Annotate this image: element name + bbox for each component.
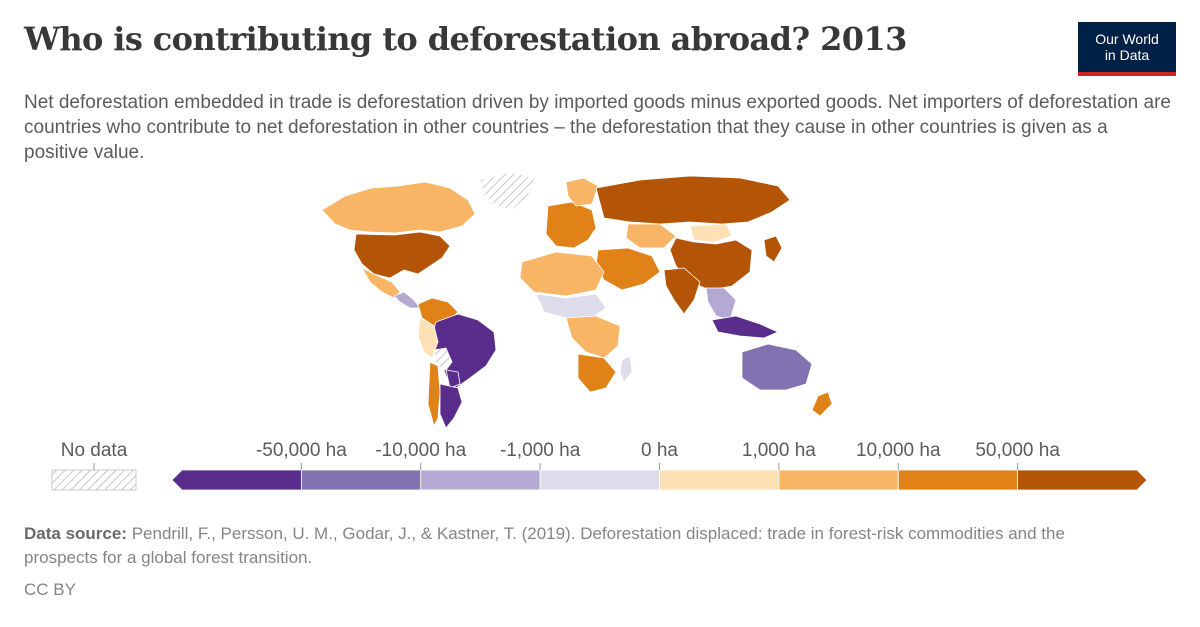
logo-line-1: Our World — [1095, 31, 1159, 47]
legend-threshold-label: 1,000 ha — [741, 440, 816, 461]
legend-no-data-swatch[interactable] — [51, 469, 137, 491]
region-north-africa[interactable]: North Africa: 1,000 to 10,000 ha — [519, 251, 605, 297]
region-central-america[interactable]: Central America: -10,000 to -1,000 ha — [393, 291, 421, 309]
region-united-states[interactable]: United States: 50,000 ha or more — [353, 231, 451, 279]
region-greenland[interactable]: Greenland: No data — [479, 171, 536, 211]
region-southeast-asia[interactable]: Southeast Asia: -10,000 to -1,000 ha — [705, 287, 737, 321]
license[interactable]: CC BY — [24, 580, 76, 599]
region-chile[interactable]: Chile: 10,000 to 50,000 ha — [427, 361, 441, 427]
region-peru[interactable]: Peru: 0 to 1,000 ha — [417, 317, 439, 359]
legend-swatch-0[interactable] — [171, 469, 302, 491]
region-middle-east[interactable]: Middle East: 10,000 to 50,000 ha — [595, 247, 661, 291]
region-russia[interactable]: Russia: 50,000 ha or more — [595, 175, 791, 225]
legend-threshold-label: -10,000 ha — [375, 440, 467, 461]
legend-swatch-2[interactable] — [420, 469, 541, 491]
region-paraguay[interactable]: Paraguay: below -50,000 ha — [445, 369, 461, 389]
region-scandinavia[interactable]: Scandinavia: 1,000 to 10,000 ha — [565, 177, 599, 207]
region-bolivia[interactable]: Bolivia: No data — [433, 347, 453, 371]
region-india[interactable]: India: 50,000 ha or more — [663, 267, 701, 315]
source-label: Data source: — [24, 524, 127, 543]
region-canada[interactable]: Canada: 1,000 to 10,000 ha — [321, 181, 476, 234]
legend-no-data-label: No data — [60, 440, 128, 461]
logo-line-2: in Data — [1104, 47, 1150, 63]
region-indonesia[interactable]: Indonesia: below -50,000 ha — [711, 315, 779, 339]
legend-swatch-6[interactable] — [897, 469, 1019, 491]
region-central-africa[interactable]: Central Africa: 1,000 to 10,000 ha — [565, 315, 621, 359]
region-argentina[interactable]: Argentina: below -50,000 ha — [439, 383, 463, 429]
legend-swatch-4[interactable] — [659, 469, 780, 491]
chart-title: Who is contributing to deforestation abr… — [24, 20, 907, 58]
legend-threshold-label: 10,000 ha — [855, 440, 941, 461]
legend-threshold-label: -1,000 ha — [499, 440, 581, 461]
region-mongolia[interactable]: Mongolia: 0 to 1,000 ha — [689, 223, 733, 243]
legend-swatch-7[interactable] — [1017, 469, 1148, 491]
legend-threshold-label: 0 ha — [641, 440, 678, 461]
owid-logo[interactable]: Our World in Data — [1078, 22, 1176, 76]
region-madagascar[interactable]: Madagascar: -1,000 to 0 ha — [619, 355, 633, 383]
source-note: Data source: Pendrill, F., Persson, U. M… — [24, 522, 1124, 570]
region-japan[interactable]: Japan: 50,000 ha or more — [763, 235, 783, 263]
legend-swatch-1[interactable] — [300, 469, 422, 491]
region-new-zealand[interactable]: New Zealand: 10,000 to 50,000 ha — [811, 391, 833, 417]
region-western-europe[interactable]: Western Europe: 10,000 to 50,000 ha — [545, 201, 597, 249]
legend-swatch-3[interactable] — [539, 469, 660, 491]
source-text: Pendrill, F., Persson, U. M., Godar, J.,… — [24, 524, 1065, 567]
legend-threshold-label: 50,000 ha — [975, 440, 1060, 461]
legend-swatch-5[interactable] — [778, 469, 899, 491]
region-southern-africa[interactable]: Southern Africa: 10,000 to 50,000 ha — [577, 353, 617, 393]
chart-subtitle: Net deforestation embedded in trade is d… — [24, 92, 1171, 163]
region-sahel[interactable]: Sahel: -1,000 to 0 ha — [535, 293, 607, 319]
region-kazakhstan[interactable]: Kazakhstan: 1,000 to 10,000 ha — [625, 223, 677, 249]
region-australia[interactable]: Australia: -50,000 to -10,000 ha — [741, 343, 813, 391]
legend-threshold-label: -50,000 ha — [255, 440, 347, 461]
